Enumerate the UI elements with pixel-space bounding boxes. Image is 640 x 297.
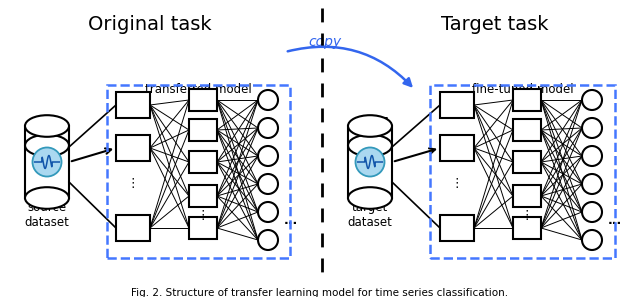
Polygon shape (116, 135, 150, 161)
Ellipse shape (25, 115, 69, 137)
Circle shape (258, 174, 278, 194)
Polygon shape (513, 89, 541, 111)
Circle shape (258, 202, 278, 222)
Circle shape (258, 146, 278, 166)
Circle shape (582, 90, 602, 110)
Circle shape (582, 174, 602, 194)
Circle shape (258, 230, 278, 250)
Circle shape (582, 202, 602, 222)
Text: Fig. 2. Structure of transfer learning model for time series classification.: Fig. 2. Structure of transfer learning m… (131, 288, 509, 297)
Circle shape (582, 230, 602, 250)
Text: ⋮: ⋮ (127, 176, 140, 189)
Polygon shape (116, 92, 150, 118)
Text: ⋮: ⋮ (521, 208, 533, 222)
Circle shape (258, 118, 278, 138)
Circle shape (582, 118, 602, 138)
Text: CBF: CBF (351, 116, 390, 134)
Circle shape (582, 146, 602, 166)
Text: ...: ... (284, 214, 298, 227)
Text: ⋮: ⋮ (196, 208, 209, 222)
Text: Target task: Target task (441, 15, 548, 34)
Circle shape (33, 148, 61, 176)
Polygon shape (348, 126, 392, 198)
Text: fine-tuned model: fine-tuned model (472, 83, 573, 96)
Text: target
dataset: target dataset (348, 201, 392, 229)
Polygon shape (116, 215, 150, 241)
Text: copy: copy (308, 35, 342, 49)
Text: Original task: Original task (88, 15, 212, 34)
FancyArrowPatch shape (288, 47, 411, 86)
Circle shape (355, 148, 385, 176)
Text: Car: Car (30, 116, 64, 134)
Polygon shape (440, 215, 474, 241)
Polygon shape (189, 89, 217, 111)
Polygon shape (189, 151, 217, 173)
Text: ⋮: ⋮ (451, 176, 463, 189)
Polygon shape (513, 185, 541, 207)
Text: transferred model: transferred model (145, 83, 252, 96)
Ellipse shape (25, 187, 69, 209)
Polygon shape (513, 151, 541, 173)
Text: ...: ... (608, 214, 622, 227)
Polygon shape (513, 119, 541, 141)
Polygon shape (189, 217, 217, 239)
Polygon shape (440, 92, 474, 118)
Polygon shape (513, 217, 541, 239)
Text: source
dataset: source dataset (24, 201, 69, 229)
Polygon shape (189, 119, 217, 141)
Ellipse shape (348, 115, 392, 137)
Circle shape (258, 90, 278, 110)
Polygon shape (189, 185, 217, 207)
Polygon shape (440, 135, 474, 161)
Ellipse shape (348, 187, 392, 209)
Polygon shape (25, 126, 69, 198)
